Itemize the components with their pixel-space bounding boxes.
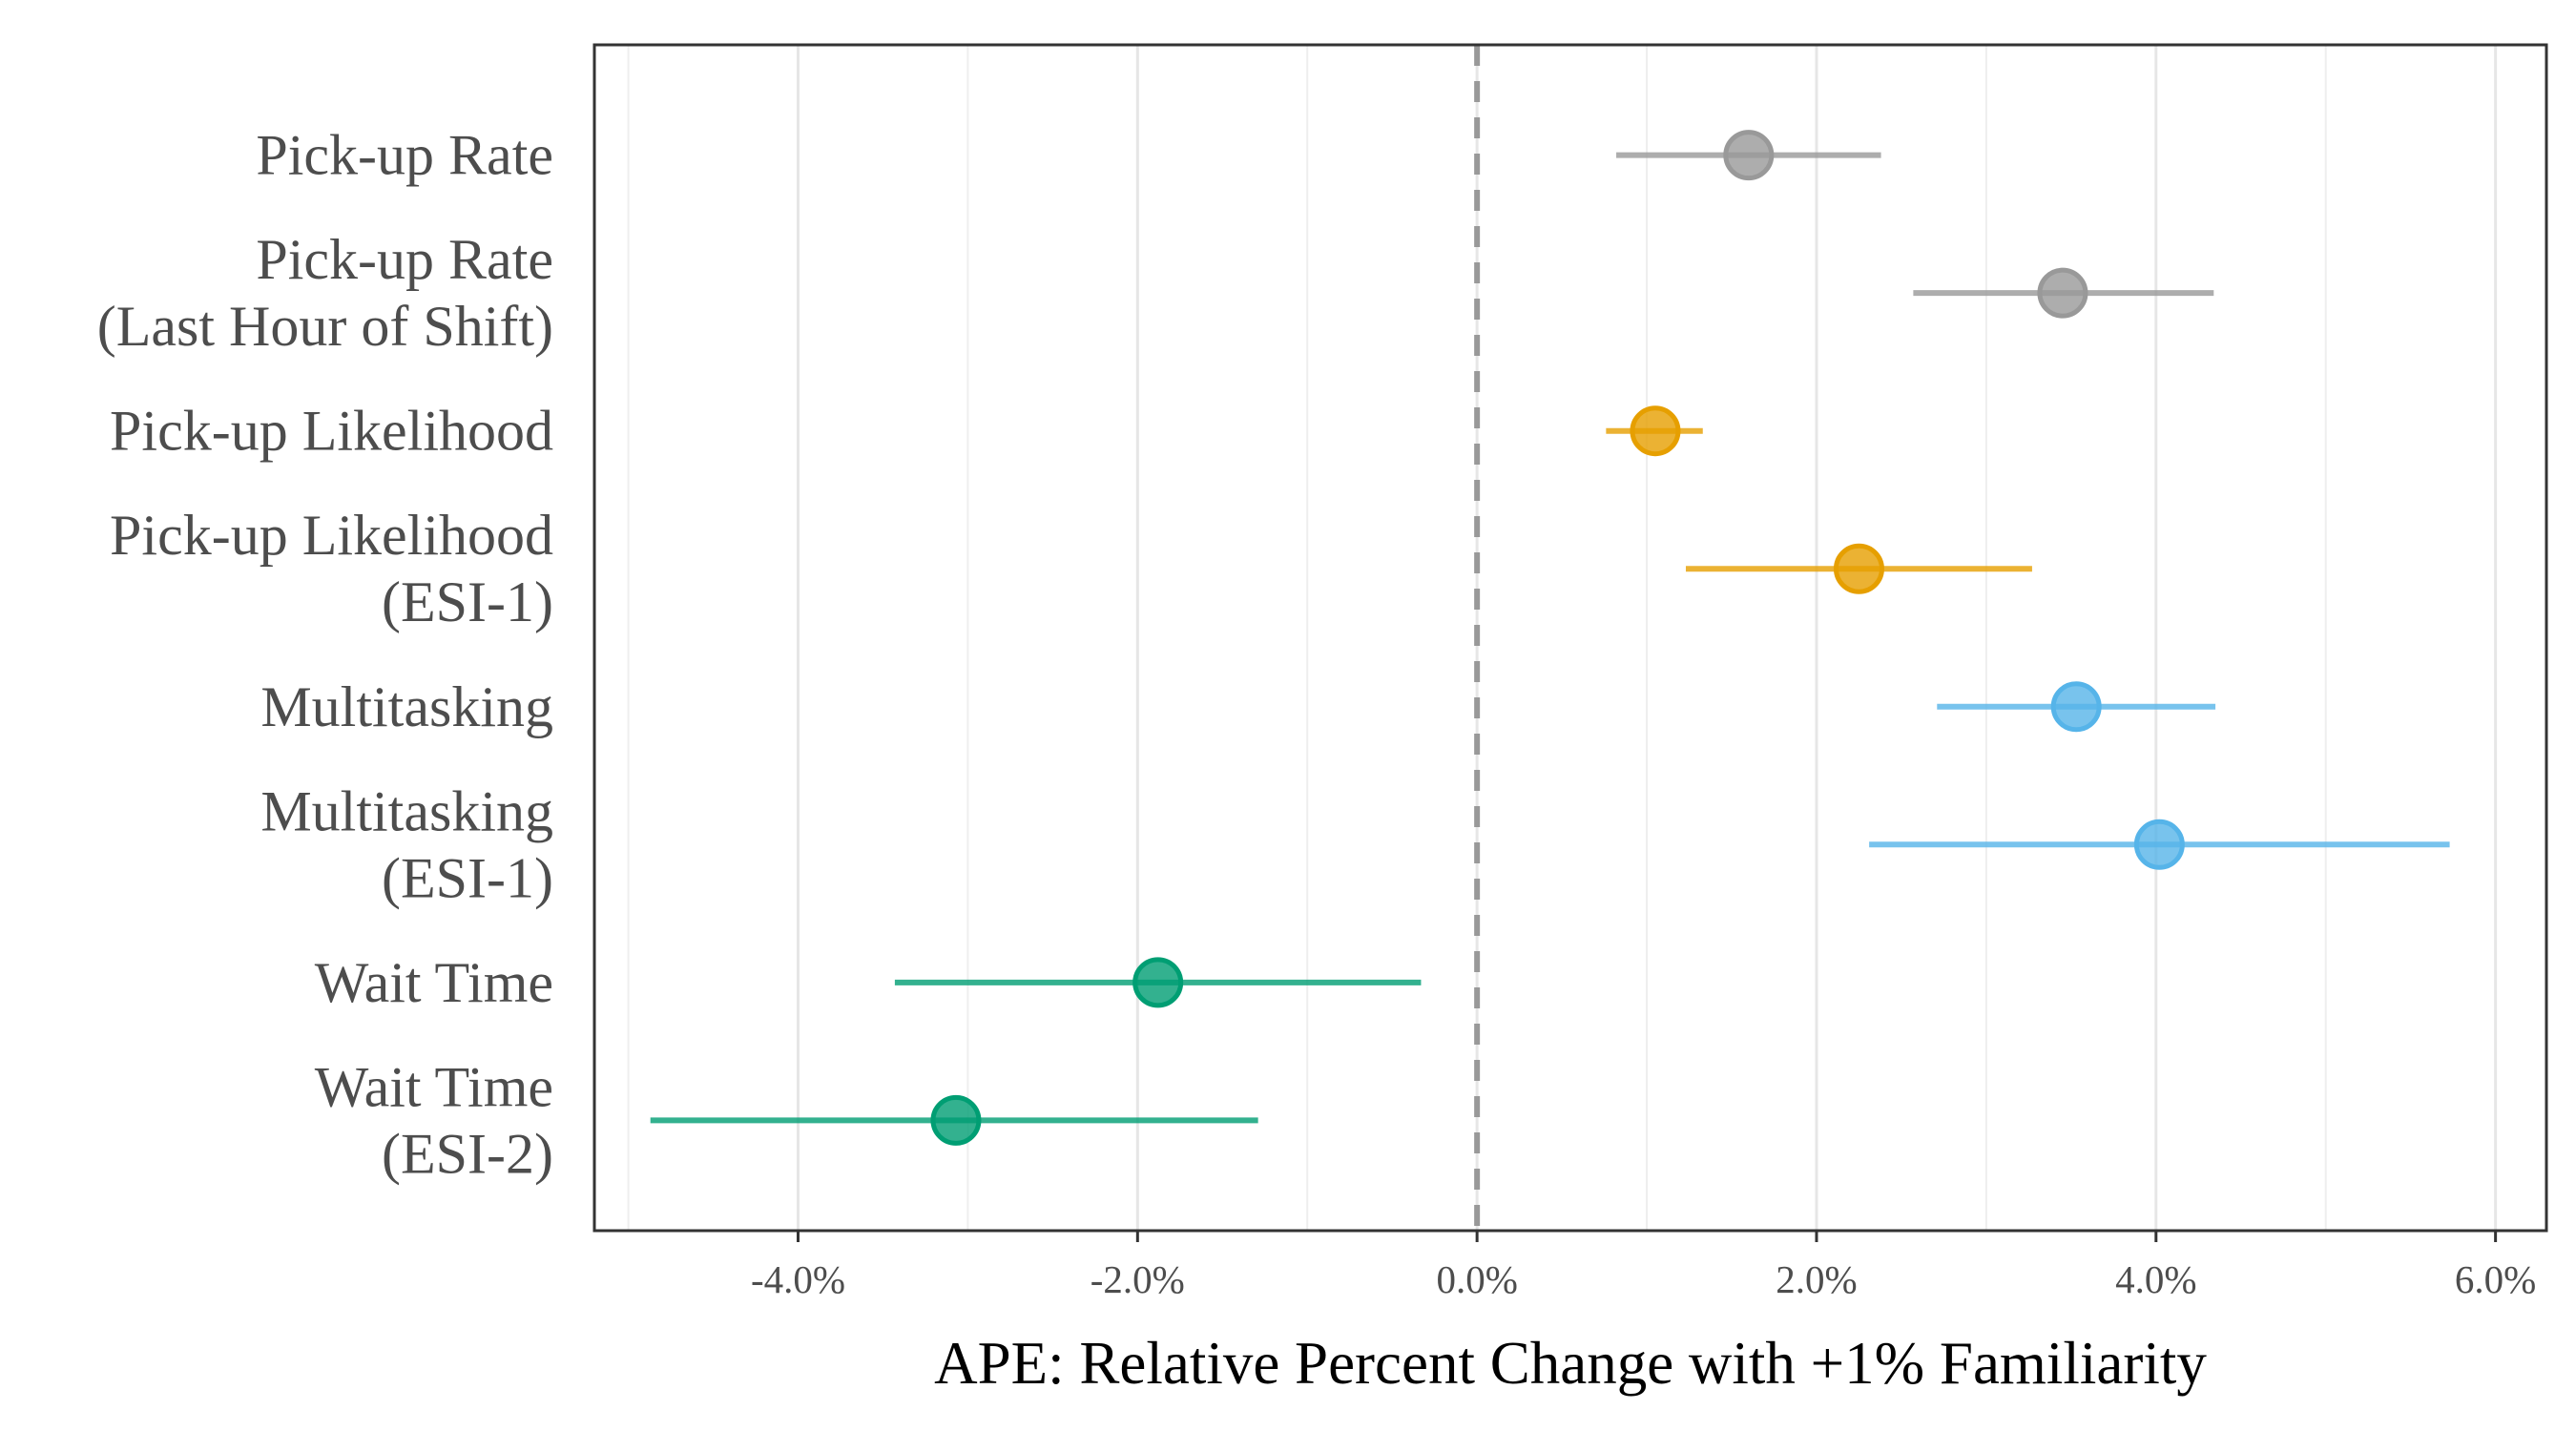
estimate-row: [894, 957, 1422, 1008]
estimate-row: [1913, 267, 2214, 319]
point-estimate-marker: [2037, 267, 2088, 319]
estimate-row: [1869, 819, 2450, 870]
estimate-row: [1685, 543, 2032, 594]
estimate-row: [1606, 405, 1703, 457]
category-label: Wait Time: [315, 1055, 553, 1118]
category-label: Pick-up Likelihood: [110, 504, 553, 567]
category-label: Pick-up Rate: [256, 228, 553, 291]
x-axis: -4.0% -2.0% 0.0% 2.0% 4.0% 6.0%: [751, 1231, 2536, 1301]
point-estimate-marker: [1723, 130, 1775, 181]
category-label: Pick-up Likelihood: [110, 400, 553, 463]
estimate-row: [1937, 681, 2216, 733]
point-estimate-marker: [1630, 405, 1681, 457]
category-label: Wait Time: [315, 951, 553, 1014]
x-tick-label: 4.0%: [2115, 1257, 2196, 1301]
category-label: Pick-up Rate: [256, 124, 553, 187]
x-tick-label: 2.0%: [1776, 1257, 1857, 1301]
category-label: (Last Hour of Shift): [97, 295, 553, 358]
point-estimate-marker: [2050, 681, 2102, 733]
category-label: (ESI-1): [382, 846, 553, 909]
x-tick-label: -2.0%: [1091, 1257, 1185, 1301]
panel-border: [592, 43, 2548, 1233]
category-label: (ESI-2): [382, 1122, 553, 1185]
point-estimate-marker: [1132, 957, 1184, 1008]
estimate-row: [650, 1094, 1258, 1146]
x-tick-label: 6.0%: [2455, 1257, 2536, 1301]
grid-lines: [627, 45, 2498, 1231]
point-estimate-marker: [2133, 819, 2185, 870]
point-estimate-marker: [1833, 543, 1884, 594]
x-tick-label: -4.0%: [751, 1257, 845, 1301]
category-label: (ESI-1): [382, 570, 553, 633]
data-marks: [650, 130, 2450, 1146]
category-label: Multitasking: [260, 779, 553, 842]
estimate-row: [1616, 130, 1881, 181]
x-axis-title: APE: Relative Percent Change with +1% Fa…: [934, 1330, 2207, 1397]
category-label: Multitasking: [260, 675, 553, 738]
x-tick-label: 0.0%: [1436, 1257, 1517, 1301]
point-estimate-marker: [930, 1094, 982, 1146]
